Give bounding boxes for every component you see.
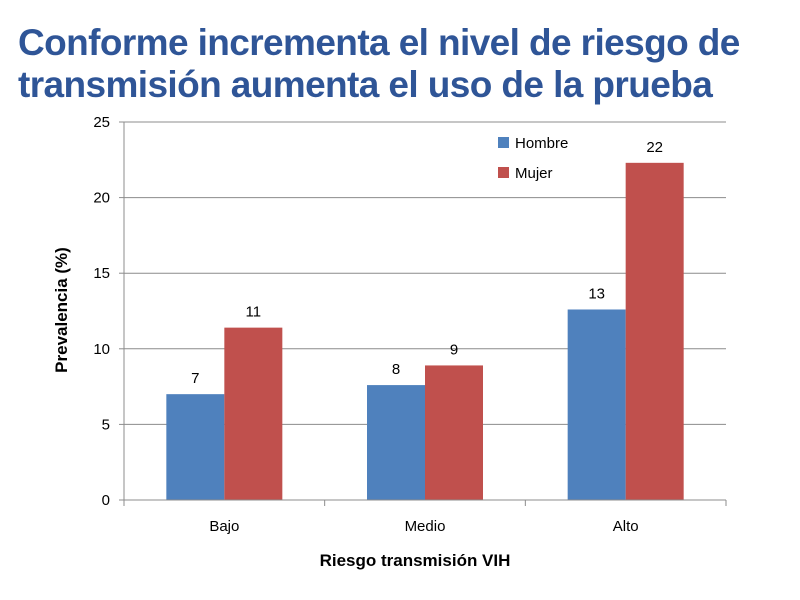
y-tick-label: 15 xyxy=(93,265,110,282)
legend-label-mujer: Mujer xyxy=(515,165,553,182)
data-label: 13 xyxy=(588,285,605,302)
y-tick-label: 25 xyxy=(93,114,110,131)
y-tick-label: 0 xyxy=(102,492,110,509)
data-label: 22 xyxy=(646,139,663,156)
y-axis-title: Prevalencia (%) xyxy=(52,247,71,373)
legend-label-hombre: Hombre xyxy=(515,135,568,152)
bar-hombre-bajo xyxy=(166,394,225,500)
legend-swatch-hombre xyxy=(498,137,509,148)
y-tick-label: 20 xyxy=(93,190,110,207)
bar-hombre-alto xyxy=(567,309,626,500)
labels: 0 5 10 15 20 25 Bajo 7 11 Medio 8 9 Alto 13 22 xyxy=(93,114,663,535)
x-axis-title: Riesgo transmisión VIH xyxy=(320,551,511,570)
y-tick-label: 10 xyxy=(93,341,110,358)
bar-mujer-medio xyxy=(425,365,483,500)
x-tick-label: Alto xyxy=(613,518,639,535)
data-label: 8 xyxy=(392,361,400,378)
bar-hombre-medio xyxy=(367,385,425,500)
data-label: 7 xyxy=(191,370,199,387)
slide-title-line-2: transmisión aumenta el uso de la prueba xyxy=(18,64,713,105)
legend-swatch-mujer xyxy=(498,167,509,178)
legend: Hombre Mujer xyxy=(498,135,568,182)
slide-title: Conforme incrementa el nivel de riesgo d… xyxy=(18,22,788,106)
bar-mujer-bajo xyxy=(224,327,283,500)
data-label: 11 xyxy=(246,304,262,321)
slide-title-line-1: Conforme incrementa el nivel de riesgo d… xyxy=(18,22,740,63)
x-tick-label: Medio xyxy=(405,518,446,535)
data-label: 9 xyxy=(450,341,458,358)
axes xyxy=(119,121,727,506)
x-tick-label: Bajo xyxy=(209,518,239,535)
bars xyxy=(166,162,684,500)
y-tick-label: 5 xyxy=(102,416,110,433)
bar-mujer-alto xyxy=(625,162,684,500)
